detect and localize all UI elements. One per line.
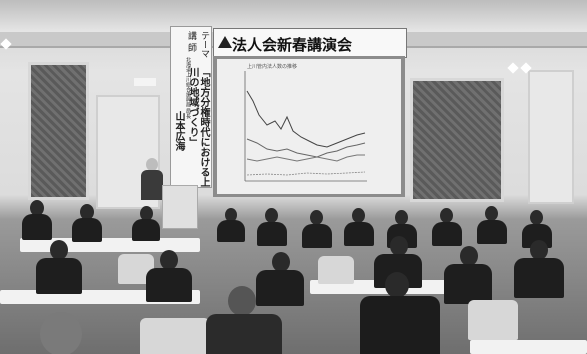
table xyxy=(470,340,587,354)
attendee xyxy=(444,264,492,304)
attendee-head xyxy=(352,208,365,223)
attendee-head xyxy=(265,208,278,223)
chart-series-line xyxy=(246,138,366,158)
attendee xyxy=(206,314,282,354)
attendee xyxy=(146,268,192,302)
attendee-head xyxy=(225,208,237,222)
attendee-head xyxy=(530,210,543,225)
right-wall-panel xyxy=(528,70,574,204)
attendee-head xyxy=(395,210,408,225)
slide-title: 上川管内法人数の推移 xyxy=(247,64,298,70)
attendee-head xyxy=(228,286,256,316)
attendee-head xyxy=(460,246,478,266)
attendee-head xyxy=(160,250,178,270)
association-logo-icon xyxy=(218,36,232,48)
attendee xyxy=(514,258,564,298)
attendee-head xyxy=(80,204,94,220)
attendee-head xyxy=(272,252,290,272)
wall-sign xyxy=(134,78,156,86)
attendee xyxy=(360,296,440,354)
banner-speaker-label: 講 師 xyxy=(186,31,196,52)
attendee xyxy=(302,224,332,248)
speaker-head xyxy=(146,158,158,171)
chart-series-line xyxy=(246,90,366,148)
speaker xyxy=(141,170,163,200)
attendee xyxy=(477,220,507,244)
lecture-banner: テーマ 「地方分権時代における上川の地域づくり」 講 師 北海道上川総合振興局 … xyxy=(170,26,212,188)
chair xyxy=(468,300,518,340)
podium xyxy=(162,185,198,229)
attendee-head xyxy=(310,210,323,225)
attendee-head xyxy=(530,240,548,260)
attendee xyxy=(36,258,82,294)
left-curtain-panel xyxy=(28,62,89,200)
attendee xyxy=(257,222,287,246)
chair xyxy=(318,256,354,284)
attendee-head xyxy=(140,206,153,221)
attendee xyxy=(344,222,374,246)
attendee-head xyxy=(40,312,82,354)
wall-light xyxy=(507,62,519,74)
attendee-head xyxy=(50,240,68,260)
banner-theme: 「地方分権時代における上川の地域づくり」 xyxy=(187,67,209,187)
projection-screen: 上川管内法人数の推移 xyxy=(213,56,405,197)
attendee xyxy=(132,219,160,241)
banner-speaker-name: 山本広海 xyxy=(173,111,184,151)
table xyxy=(20,238,200,252)
event-title-board: 法人会新春講演会 xyxy=(213,28,407,58)
chart-series-line xyxy=(246,154,365,162)
event-title: 法人会新春講演会 xyxy=(232,36,353,54)
right-curtain-panel xyxy=(410,78,504,202)
attendee-head xyxy=(390,236,408,256)
attendee xyxy=(22,214,52,240)
banner-theme-label: テーマ xyxy=(199,31,209,58)
attendee-head xyxy=(485,206,498,221)
attendee xyxy=(256,270,304,306)
chair xyxy=(140,318,210,354)
banner-speaker-affiliation: 北海道上川総合振興局 局長 xyxy=(185,57,191,119)
attendee-head xyxy=(30,200,44,216)
ceiling xyxy=(0,0,587,32)
attendee-head xyxy=(440,208,453,223)
presentation-slide: 上川管内法人数の推移 xyxy=(217,59,401,194)
slide-line-chart xyxy=(244,71,367,182)
attendee xyxy=(217,220,245,242)
attendee xyxy=(432,222,462,246)
attendee-head xyxy=(385,272,409,298)
attendee xyxy=(72,218,102,242)
chart-series-line xyxy=(246,171,366,176)
